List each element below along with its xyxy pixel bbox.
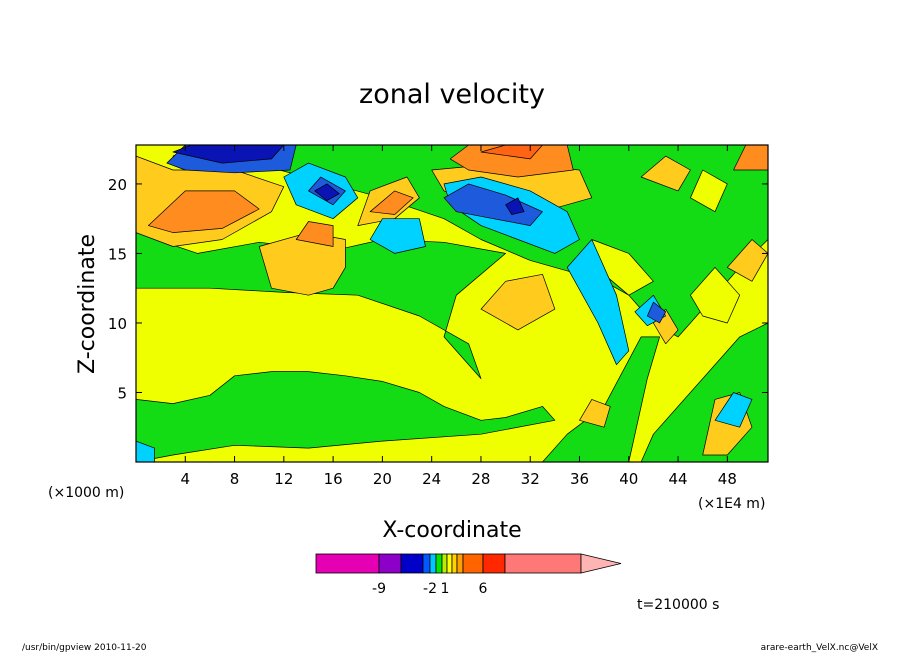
colorbar-label: 6 <box>479 581 488 597</box>
colorbar-segment <box>482 553 506 574</box>
contour-region-red_orange <box>480 145 543 160</box>
x-tick-label: 8 <box>230 470 240 488</box>
y-tick-label: 20 <box>108 176 127 194</box>
x-tick-label: 36 <box>570 470 589 488</box>
colorbar-segment <box>422 553 431 574</box>
contour-region-yellow <box>690 267 741 324</box>
y-tick-label: 5 <box>117 384 127 402</box>
contour-region-orange <box>733 145 768 171</box>
colorbar-segment <box>315 553 380 574</box>
contour-region-gold <box>579 399 611 428</box>
contour-region-gold <box>480 273 556 331</box>
x-unit-left: (×1000 m) <box>48 485 124 501</box>
contour-region-cyan <box>566 239 630 366</box>
x-axis-ticks: 4 8 12 16 20 24 28 32 36 40 44 48 <box>181 145 737 488</box>
colorbar-segment <box>456 553 464 574</box>
colorbar-segment <box>400 553 424 574</box>
colorbar-label: -9 <box>372 581 386 597</box>
contour-region-dark_blue <box>505 197 525 215</box>
contour-region-gold <box>640 155 691 192</box>
plot-frame <box>135 144 769 463</box>
colorbar-segment <box>441 553 448 574</box>
contour-region-dark_blue <box>172 145 285 164</box>
y-tick-label: 15 <box>108 245 127 263</box>
contour-region-orange <box>147 190 260 233</box>
contour-region-blue <box>646 301 667 324</box>
contour-region-gold <box>726 239 768 282</box>
time-label: t=210000 s <box>637 597 719 613</box>
contour-fill-regions <box>136 145 768 462</box>
x-tick-label: 40 <box>619 470 638 488</box>
y-axis-ticks: 5 10 15 20 <box>108 176 768 402</box>
colorbar-segment <box>504 553 582 574</box>
x-tick-label: 48 <box>718 470 737 488</box>
x-axis-label: X-coordinate <box>382 518 521 543</box>
colorbar-label: 1 <box>441 581 450 597</box>
x-tick-label: 28 <box>471 470 490 488</box>
contour-region-orange <box>449 145 574 178</box>
contour-region-orange <box>295 221 334 247</box>
contour-region-dark_blue <box>314 183 340 201</box>
contour-region-cyan <box>369 218 426 254</box>
contour-region-blue <box>443 183 543 226</box>
x-tick-label: 20 <box>373 470 392 488</box>
x-tick-label: 16 <box>324 470 343 488</box>
contour-region-yellow <box>690 169 728 213</box>
colorbar-segment <box>462 553 484 574</box>
colorbar-segment <box>378 553 402 574</box>
colorbar-labels: -9 -2 1 6 <box>372 581 488 597</box>
x-tick-label: 12 <box>274 470 293 488</box>
colorbar-segment <box>446 553 453 574</box>
contour-region-orange <box>369 190 414 215</box>
contour-region-green <box>542 336 660 462</box>
x-tick-label: 44 <box>669 470 688 488</box>
contour-region-cyan <box>136 440 155 462</box>
x-tick-label: 32 <box>521 470 540 488</box>
footer-left: /usr/bin/gpview 2010-11-20 <box>22 643 147 653</box>
contour-region-green <box>136 232 506 379</box>
chart-title: zonal velocity <box>359 79 545 110</box>
x-tick-label: 24 <box>422 470 441 488</box>
colorbar-segment <box>451 553 458 574</box>
colorbar-label: -2 <box>423 581 437 597</box>
y-tick-label: 10 <box>108 315 127 333</box>
contour-region-cyan <box>714 392 753 428</box>
colorbar-segment <box>435 553 443 574</box>
y-axis-label: Z-coordinate <box>75 234 100 374</box>
colorbar-segment <box>429 553 437 574</box>
x-tick-label: 4 <box>181 470 191 488</box>
contour-region-green <box>136 371 556 462</box>
x-unit-right: (×1E4 m) <box>698 496 765 512</box>
colorbar <box>315 553 622 574</box>
colorbar-arrow <box>580 553 622 574</box>
footer-right: arare-earth_VelX.nc@VelX <box>761 643 878 653</box>
